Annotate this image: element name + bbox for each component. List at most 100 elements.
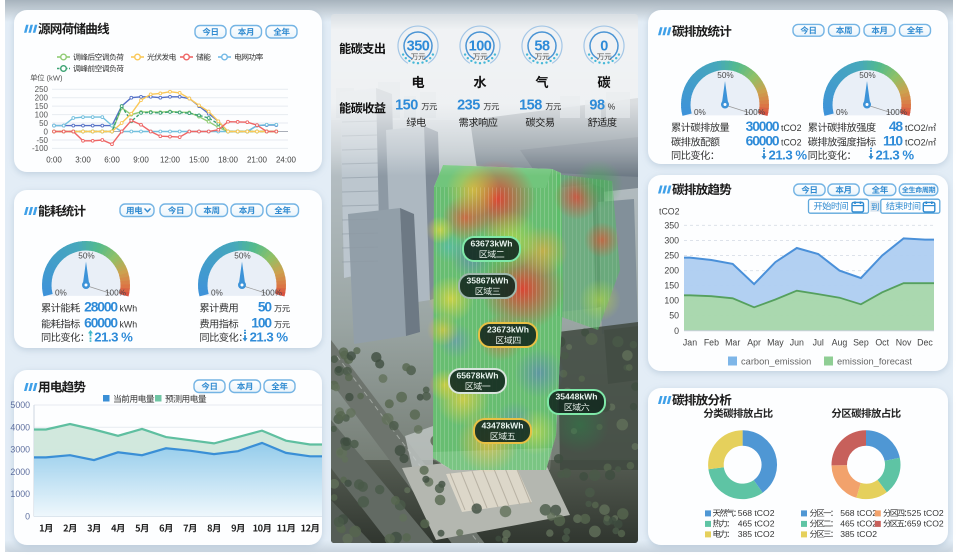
svg-text:9:00: 9:00: [133, 156, 149, 165]
svg-text:0%: 0%: [55, 289, 67, 298]
svg-text:3:00: 3:00: [75, 156, 91, 165]
svg-text:100: 100: [469, 39, 492, 55]
svg-text:525 tCO2: 525 tCO2: [907, 508, 944, 518]
svg-text:15:00: 15:00: [189, 156, 210, 165]
svg-text:Apr: Apr: [747, 338, 761, 348]
svg-text:58: 58: [534, 39, 550, 55]
svg-text:4000: 4000: [10, 422, 30, 432]
svg-text:28000: 28000: [84, 300, 118, 315]
svg-text:200: 200: [35, 94, 49, 103]
svg-text:35867kWh: 35867kWh: [466, 276, 508, 286]
svg-text:43478kWh: 43478kWh: [481, 421, 523, 431]
svg-text:60000: 60000: [746, 134, 780, 149]
svg-text:0%: 0%: [836, 108, 848, 117]
svg-text:21.3 %: 21.3 %: [250, 330, 289, 345]
svg-text:100: 100: [251, 316, 272, 331]
svg-text:24:00: 24:00: [276, 156, 297, 165]
svg-text:50%: 50%: [717, 71, 733, 80]
svg-text:568 tCO2: 568 tCO2: [738, 508, 775, 518]
svg-text:tCO2: tCO2: [659, 207, 680, 217]
svg-text:2000: 2000: [10, 467, 30, 477]
svg-text:5000: 5000: [10, 400, 30, 410]
svg-text:1000: 1000: [10, 489, 30, 499]
svg-text:-100: -100: [32, 144, 49, 153]
svg-text:110: 110: [883, 134, 903, 149]
svg-text:0%: 0%: [694, 108, 706, 117]
svg-text:200: 200: [664, 266, 679, 276]
svg-text:65678kWh: 65678kWh: [456, 371, 498, 381]
svg-text:12:00: 12:00: [160, 156, 181, 165]
svg-text:23673kWh: 23673kWh: [487, 325, 529, 335]
svg-text:tCO2: tCO2: [781, 123, 802, 133]
svg-text:Jan: Jan: [683, 338, 697, 348]
svg-text:-50: -50: [36, 136, 48, 145]
svg-text:63673kWh: 63673kWh: [470, 239, 512, 249]
svg-text:21.3 %: 21.3 %: [876, 148, 915, 163]
svg-text:Mar: Mar: [725, 338, 740, 348]
svg-text:465 tCO2: 465 tCO2: [738, 519, 775, 529]
svg-text:0%: 0%: [211, 289, 223, 298]
svg-text:385 tCO2: 385 tCO2: [840, 529, 877, 539]
svg-text:568 tCO2: 568 tCO2: [840, 508, 877, 518]
svg-text:48: 48: [889, 119, 904, 134]
svg-text:18:00: 18:00: [218, 156, 239, 165]
svg-text:0:00: 0:00: [46, 156, 62, 165]
svg-text:150: 150: [35, 102, 49, 111]
svg-text:465 tCO2: 465 tCO2: [840, 519, 877, 529]
svg-text:May: May: [767, 338, 784, 348]
svg-text:150: 150: [664, 281, 679, 291]
svg-text:100: 100: [35, 110, 49, 119]
svg-text:Dec: Dec: [917, 338, 933, 348]
svg-text:385 tCO2: 385 tCO2: [738, 529, 775, 539]
svg-text:350: 350: [407, 39, 430, 55]
svg-text:235: 235: [457, 98, 480, 114]
svg-text:100%: 100%: [744, 108, 765, 117]
svg-text:659 tCO2: 659 tCO2: [907, 519, 944, 529]
svg-text:100%: 100%: [261, 289, 282, 298]
svg-text:21.3 %: 21.3 %: [769, 148, 808, 163]
svg-text:carbon_emission: carbon_emission: [741, 357, 811, 367]
svg-text:100: 100: [664, 296, 679, 306]
svg-text:Aug: Aug: [832, 338, 848, 348]
svg-text:tCO2/: tCO2/: [905, 138, 929, 148]
svg-text:98: 98: [589, 98, 605, 114]
svg-text:3000: 3000: [10, 445, 30, 455]
svg-text:100%: 100%: [886, 108, 907, 117]
svg-text:(kW): (kW): [47, 74, 63, 83]
svg-text:150: 150: [395, 98, 418, 114]
svg-text:Nov: Nov: [896, 338, 912, 348]
svg-text:kWh: kWh: [120, 304, 138, 314]
svg-text:250: 250: [35, 85, 49, 94]
svg-text:Jul: Jul: [813, 338, 824, 348]
svg-text:35448kWh: 35448kWh: [555, 392, 597, 402]
svg-text:Feb: Feb: [704, 338, 719, 348]
svg-text:0: 0: [674, 326, 679, 336]
svg-text:0: 0: [25, 512, 30, 522]
svg-text:%: %: [608, 102, 616, 112]
svg-text:Jun: Jun: [790, 338, 804, 348]
svg-text:250: 250: [664, 251, 679, 261]
svg-text:350: 350: [664, 220, 679, 230]
svg-text:21:00: 21:00: [247, 156, 268, 165]
svg-text:100%: 100%: [105, 289, 126, 298]
svg-text:kWh: kWh: [120, 320, 138, 330]
svg-text:158: 158: [519, 98, 542, 114]
svg-text:60000: 60000: [84, 316, 118, 331]
svg-text:50: 50: [669, 311, 679, 321]
svg-text:50%: 50%: [234, 252, 250, 261]
svg-text:30000: 30000: [746, 119, 780, 134]
svg-text:50: 50: [258, 300, 273, 315]
svg-text:tCO2/: tCO2/: [905, 123, 929, 133]
svg-text:tCO2: tCO2: [781, 138, 802, 148]
svg-text:0: 0: [600, 39, 608, 55]
svg-text:Oct: Oct: [875, 338, 889, 348]
svg-text:50%: 50%: [859, 71, 875, 80]
svg-text:50%: 50%: [78, 252, 94, 261]
svg-text:0: 0: [44, 127, 49, 136]
svg-text:Sep: Sep: [853, 338, 869, 348]
svg-text:emission_forecast: emission_forecast: [837, 357, 912, 367]
svg-text:21.3 %: 21.3 %: [94, 330, 133, 345]
svg-text:300: 300: [664, 236, 679, 246]
svg-text:50: 50: [39, 119, 48, 128]
svg-text:6:00: 6:00: [104, 156, 120, 165]
